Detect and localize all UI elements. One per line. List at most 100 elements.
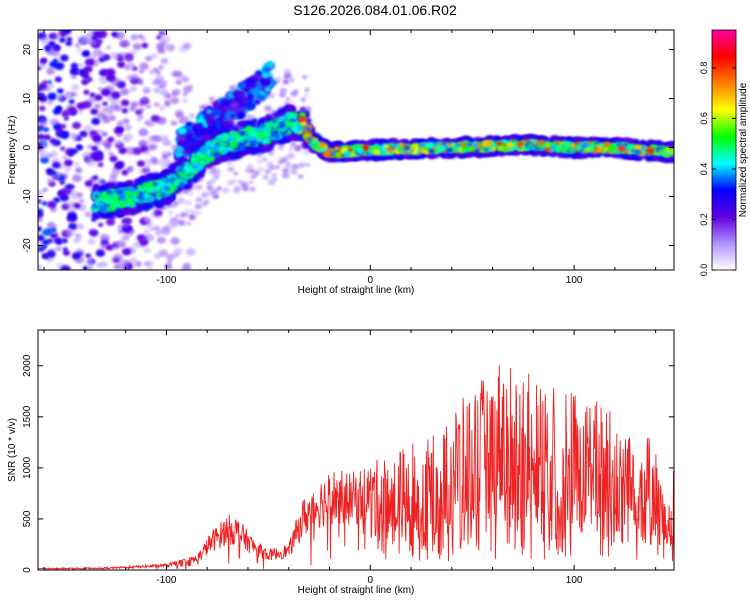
heatmap-blob (43, 127, 50, 132)
heatmap-blob (239, 130, 246, 136)
heatmap-blob (166, 253, 175, 261)
heatmap-blob (59, 37, 66, 43)
heatmap-blob (490, 150, 498, 157)
heatmap-blob (56, 88, 64, 94)
heatmap-blob (72, 121, 82, 130)
heatmap-blob (99, 205, 108, 212)
heatmap-blob (277, 145, 284, 150)
heatmap-blob (49, 118, 59, 126)
heatmap-blob (164, 101, 171, 107)
heatmap-blob (117, 189, 124, 195)
heatmap-blob (237, 180, 242, 184)
heatmap-blob (264, 168, 271, 174)
heatmap-blob (222, 155, 229, 161)
heatmap-blob (61, 110, 70, 118)
heatmap-blob (294, 146, 302, 152)
heatmap-blob (233, 171, 239, 176)
heatmap-blob (124, 126, 131, 132)
heatmap-blob (189, 209, 196, 215)
heatmap-blob (292, 115, 298, 120)
heatmap-blob (195, 196, 203, 203)
heatmap-blob (178, 166, 183, 170)
heatmap-blob (182, 91, 188, 97)
heatmap-blob (232, 89, 242, 98)
heatmap-blob (208, 96, 215, 102)
heatmap-blob (102, 116, 111, 124)
colorbar: 0.00.20.40.60.8 Normalized spectral ampl… (699, 29, 749, 277)
heatmap-blob (301, 141, 312, 150)
heatmap-blob (246, 102, 256, 111)
heatmap-blob (101, 131, 108, 137)
heatmap-blob (555, 146, 563, 153)
heatmap-blob (603, 146, 609, 151)
heatmap-blob (144, 165, 151, 171)
heatmap-blob (76, 102, 86, 110)
heatmap-blob (145, 196, 153, 203)
heatmap-blob (255, 93, 263, 100)
heatmap-blob (646, 147, 655, 154)
heatmap-blob (110, 52, 120, 60)
heatmap-blob (241, 96, 248, 102)
heatmap-blob (286, 114, 292, 119)
heatmap-blob (220, 98, 228, 105)
heatmap-blob (143, 246, 152, 254)
heatmap-blob (633, 140, 640, 145)
colorbar-tick-label: 0.0 (699, 264, 709, 277)
colorbar-gradient (711, 29, 737, 271)
heatmap-blob (62, 250, 71, 256)
heatmap-blob (132, 191, 140, 198)
heatmap-blob (70, 62, 79, 69)
heatmap-blob (38, 126, 42, 132)
heatmap-blob (111, 203, 117, 208)
heatmap-blob (126, 186, 134, 193)
heatmap-blob (42, 187, 48, 192)
heatmap-blob (267, 72, 274, 78)
heatmap-blob (153, 209, 163, 217)
heatmap-blob (138, 69, 144, 74)
spectrogram-y-label: -20 (22, 238, 33, 253)
heatmap-blob (175, 201, 180, 206)
heatmap-blob (248, 93, 255, 99)
heatmap-blob (82, 73, 90, 80)
heatmap-blob (81, 78, 89, 86)
heatmap-blob (45, 168, 54, 174)
heatmap-blob (261, 79, 269, 86)
heatmap-blob (71, 83, 80, 91)
heatmap-blob (59, 180, 66, 185)
heatmap-blob (117, 61, 126, 68)
heatmap-blob (106, 96, 113, 101)
heatmap-blob (372, 148, 381, 156)
heatmap-blob (163, 185, 170, 191)
heatmap-blob (230, 142, 239, 149)
spectrogram-y-label: Frequency (Hz) (7, 116, 18, 185)
heatmap-blob (541, 136, 547, 142)
heatmap-blob (158, 30, 167, 34)
heatmap-blob (185, 121, 193, 128)
heatmap-blob (175, 109, 184, 117)
heatmap-blob (132, 43, 142, 50)
heatmap-blob (144, 188, 152, 195)
heatmap-blob (249, 130, 256, 136)
heatmap-blob (165, 195, 172, 201)
heatmap-blob (175, 79, 183, 85)
heatmap-blob (116, 162, 123, 167)
heatmap-blob (108, 176, 118, 184)
heatmap-blob (54, 246, 62, 252)
heatmap-blob (234, 136, 242, 143)
heatmap-blob (167, 223, 174, 230)
heatmap-blob (184, 161, 191, 166)
heatmap-blob (54, 140, 61, 146)
heatmap-blob (192, 165, 198, 170)
heatmap-blob (563, 145, 569, 151)
heatmap-blob (98, 162, 104, 167)
heatmap-blob (82, 266, 89, 270)
heatmap-blob (137, 80, 144, 85)
heatmap-blob (568, 143, 576, 150)
heatmap-blob (46, 221, 54, 228)
heatmap-blob (47, 84, 54, 90)
heatmap-blob (123, 190, 128, 195)
heatmap-blob (89, 92, 96, 98)
heatmap-blob (53, 197, 61, 203)
heatmap-blob (259, 123, 266, 129)
